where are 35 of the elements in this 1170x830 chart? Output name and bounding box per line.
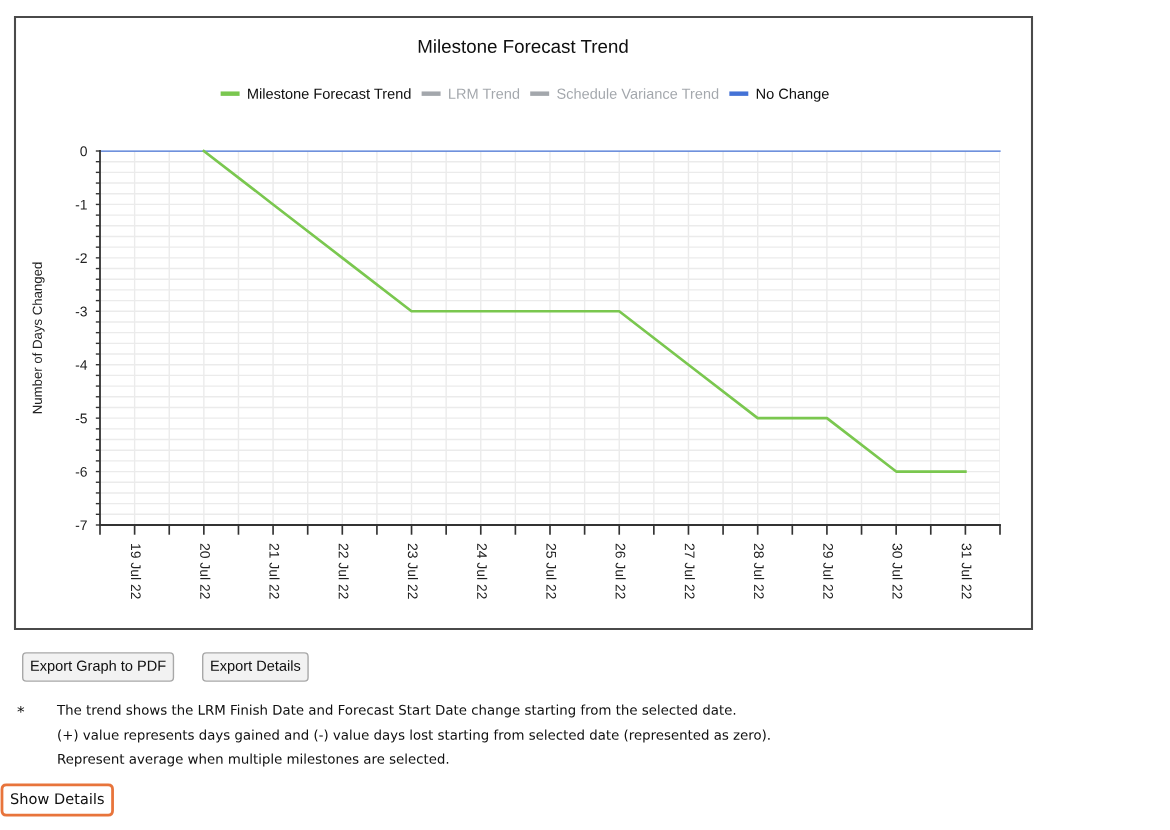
legend-label: No Change (756, 88, 829, 102)
text: Export Details (211, 660, 301, 674)
y-tick-label: -2 (75, 253, 87, 263)
text: Show Details (10, 792, 104, 805)
x-tick-label: 22 Jul 22 (338, 543, 349, 599)
x-tick-label: 28 Jul 22 (753, 543, 765, 599)
text: Export Graph to PDF (31, 660, 166, 674)
x-tick-label: 31 Jul 22 (961, 543, 972, 599)
x-tick-label: 19 Jul 22 (130, 544, 142, 599)
y-tick-label: -7 (75, 520, 87, 531)
x-tick-label: 30 Jul 22 (892, 543, 903, 599)
y-tick-label: 0 (80, 146, 87, 157)
text: Represent average when multiple milestones are selected. (58, 753, 449, 767)
x-tick-label: 25 Jul 22 (546, 543, 557, 599)
text: * (17, 705, 25, 713)
y-tick-label: -6 (75, 466, 87, 477)
x-tick-label: 29 Jul 22 (823, 543, 834, 599)
legend-label: Milestone Forecast Trend (248, 88, 411, 99)
x-tick-label: 26 Jul 22 (615, 543, 626, 599)
text: (+) value represents days gained and (-) value days lost starting from selected date (represented as zero). (58, 729, 770, 743)
text: The trend shows the LRM Finish Date and Forecast Start Date change starting from the selected date. (56, 704, 736, 718)
y-axis-title: Number of Days Changed (32, 262, 45, 414)
x-tick-label: 20 Jul 22 (200, 543, 211, 599)
chart-title: Milestone Forecast Trend (418, 39, 628, 54)
line-series (202, 149, 967, 473)
x-tick-label: 21 Jul 22 (269, 543, 280, 599)
y-tick-label: -1 (75, 199, 87, 210)
x-tick-label: 27 Jul 22 (684, 543, 695, 599)
legend-label: Schedule Variance Trend (557, 88, 719, 99)
x-tick-label: 23 Jul 22 (407, 543, 419, 599)
y-tick-label: -3 (75, 306, 87, 317)
y-tick-label: -4 (75, 360, 88, 370)
y-tick-label: -5 (75, 413, 87, 424)
x-tick-label: 24 Jul 22 (477, 543, 488, 599)
legend-label: LRM Trend (449, 88, 520, 99)
